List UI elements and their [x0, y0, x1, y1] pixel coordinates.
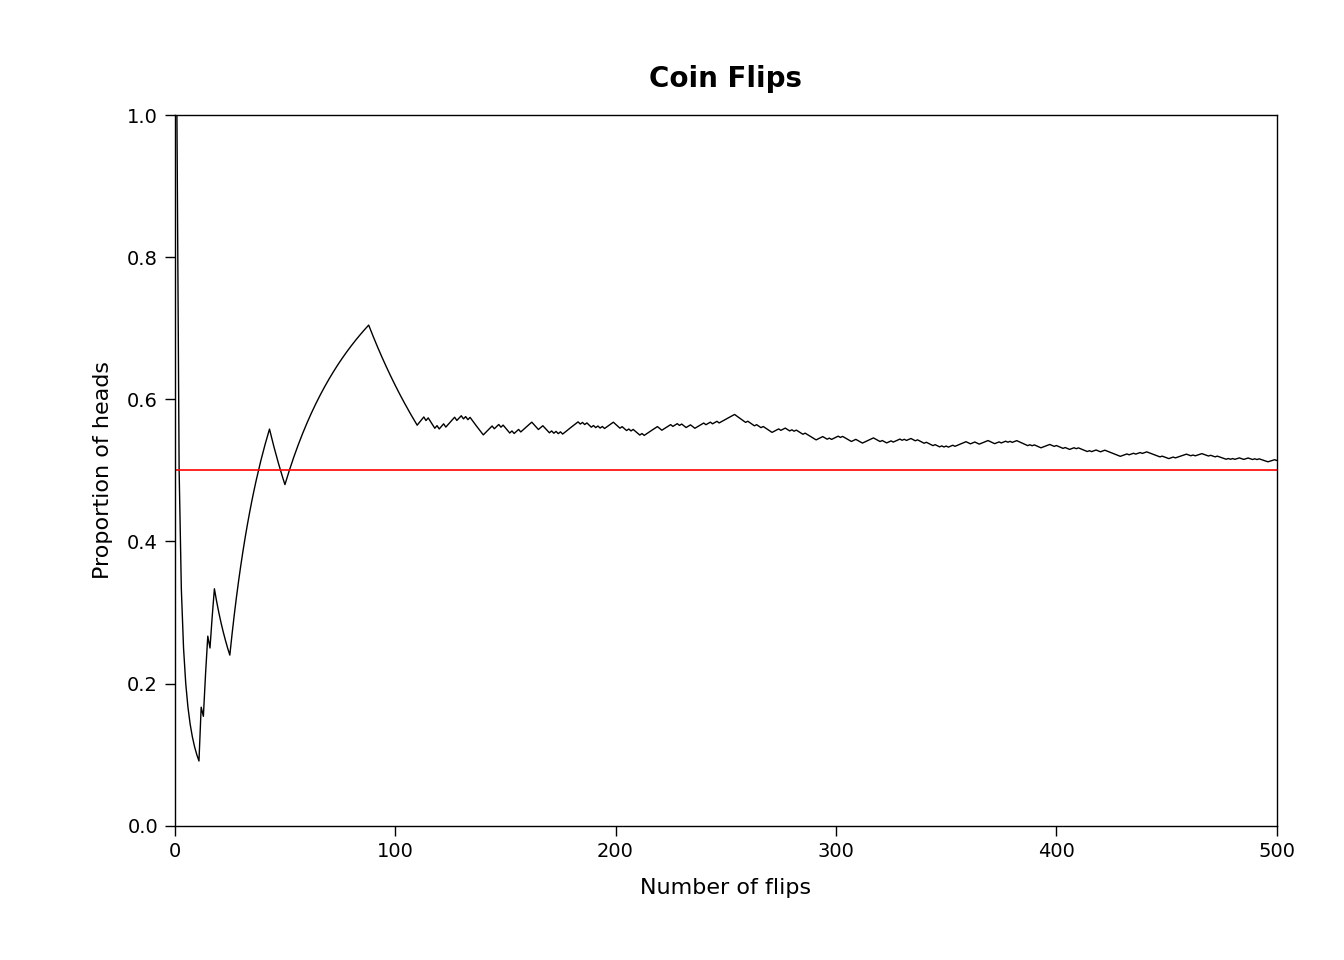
Title: Coin Flips: Coin Flips [649, 65, 802, 93]
Y-axis label: Proportion of heads: Proportion of heads [93, 361, 113, 580]
X-axis label: Number of flips: Number of flips [640, 878, 812, 898]
